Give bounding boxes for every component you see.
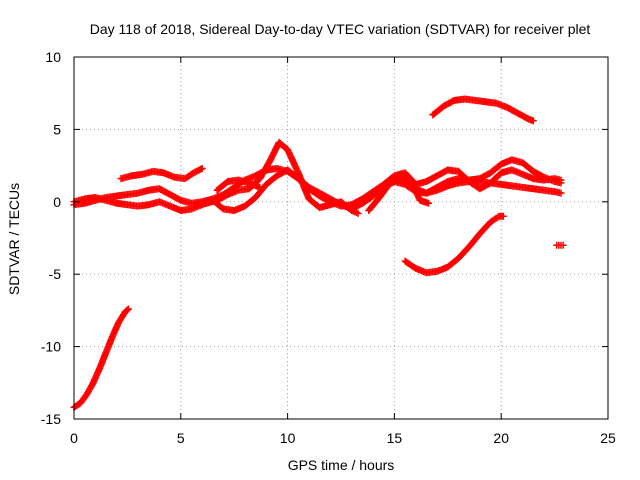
series-track-k	[553, 241, 567, 249]
chart-title: Day 118 of 2018, Sidereal Day-to-day VTE…	[90, 21, 591, 37]
series-track-d	[117, 164, 206, 183]
data-point	[123, 306, 131, 314]
grid-lines	[74, 57, 608, 419]
data-point	[559, 241, 567, 249]
plot-frame	[73, 56, 609, 420]
data-point	[198, 164, 206, 172]
series-track-i	[401, 212, 507, 277]
y-tick-label: -5	[49, 266, 62, 282]
data-point	[557, 176, 565, 184]
x-tick-label: 0	[70, 430, 78, 446]
series-track-f	[213, 176, 264, 194]
y-tick-label: 10	[45, 49, 61, 65]
series-track-a	[70, 305, 132, 411]
data-point	[557, 189, 565, 197]
data-point	[529, 117, 537, 125]
x-tick-label: 20	[493, 430, 509, 446]
data-point	[124, 305, 132, 313]
data-point	[425, 199, 433, 207]
series-track-e	[192, 138, 362, 217]
x-tick-label: 25	[600, 430, 616, 446]
y-tick-label: 0	[53, 194, 61, 210]
y-tick-label: -10	[41, 339, 61, 355]
x-axis-label: GPS time / hours	[288, 457, 395, 473]
data-point	[256, 183, 264, 191]
data-point	[354, 209, 362, 217]
axis-ticks: 0 5 10 15 20 25 -15 -10 -5 0 5 10	[41, 49, 616, 446]
y-tick-label: 5	[53, 121, 61, 137]
series-track-j	[429, 95, 537, 125]
x-tick-label: 15	[387, 430, 403, 446]
x-tick-label: 5	[177, 430, 185, 446]
x-tick-label: 10	[280, 430, 296, 446]
y-axis-label: SDTVAR / TECUs	[6, 183, 22, 295]
series-track-h	[365, 170, 433, 214]
data-point	[499, 212, 507, 220]
data-series	[70, 95, 567, 411]
y-tick-label: -15	[41, 411, 61, 427]
